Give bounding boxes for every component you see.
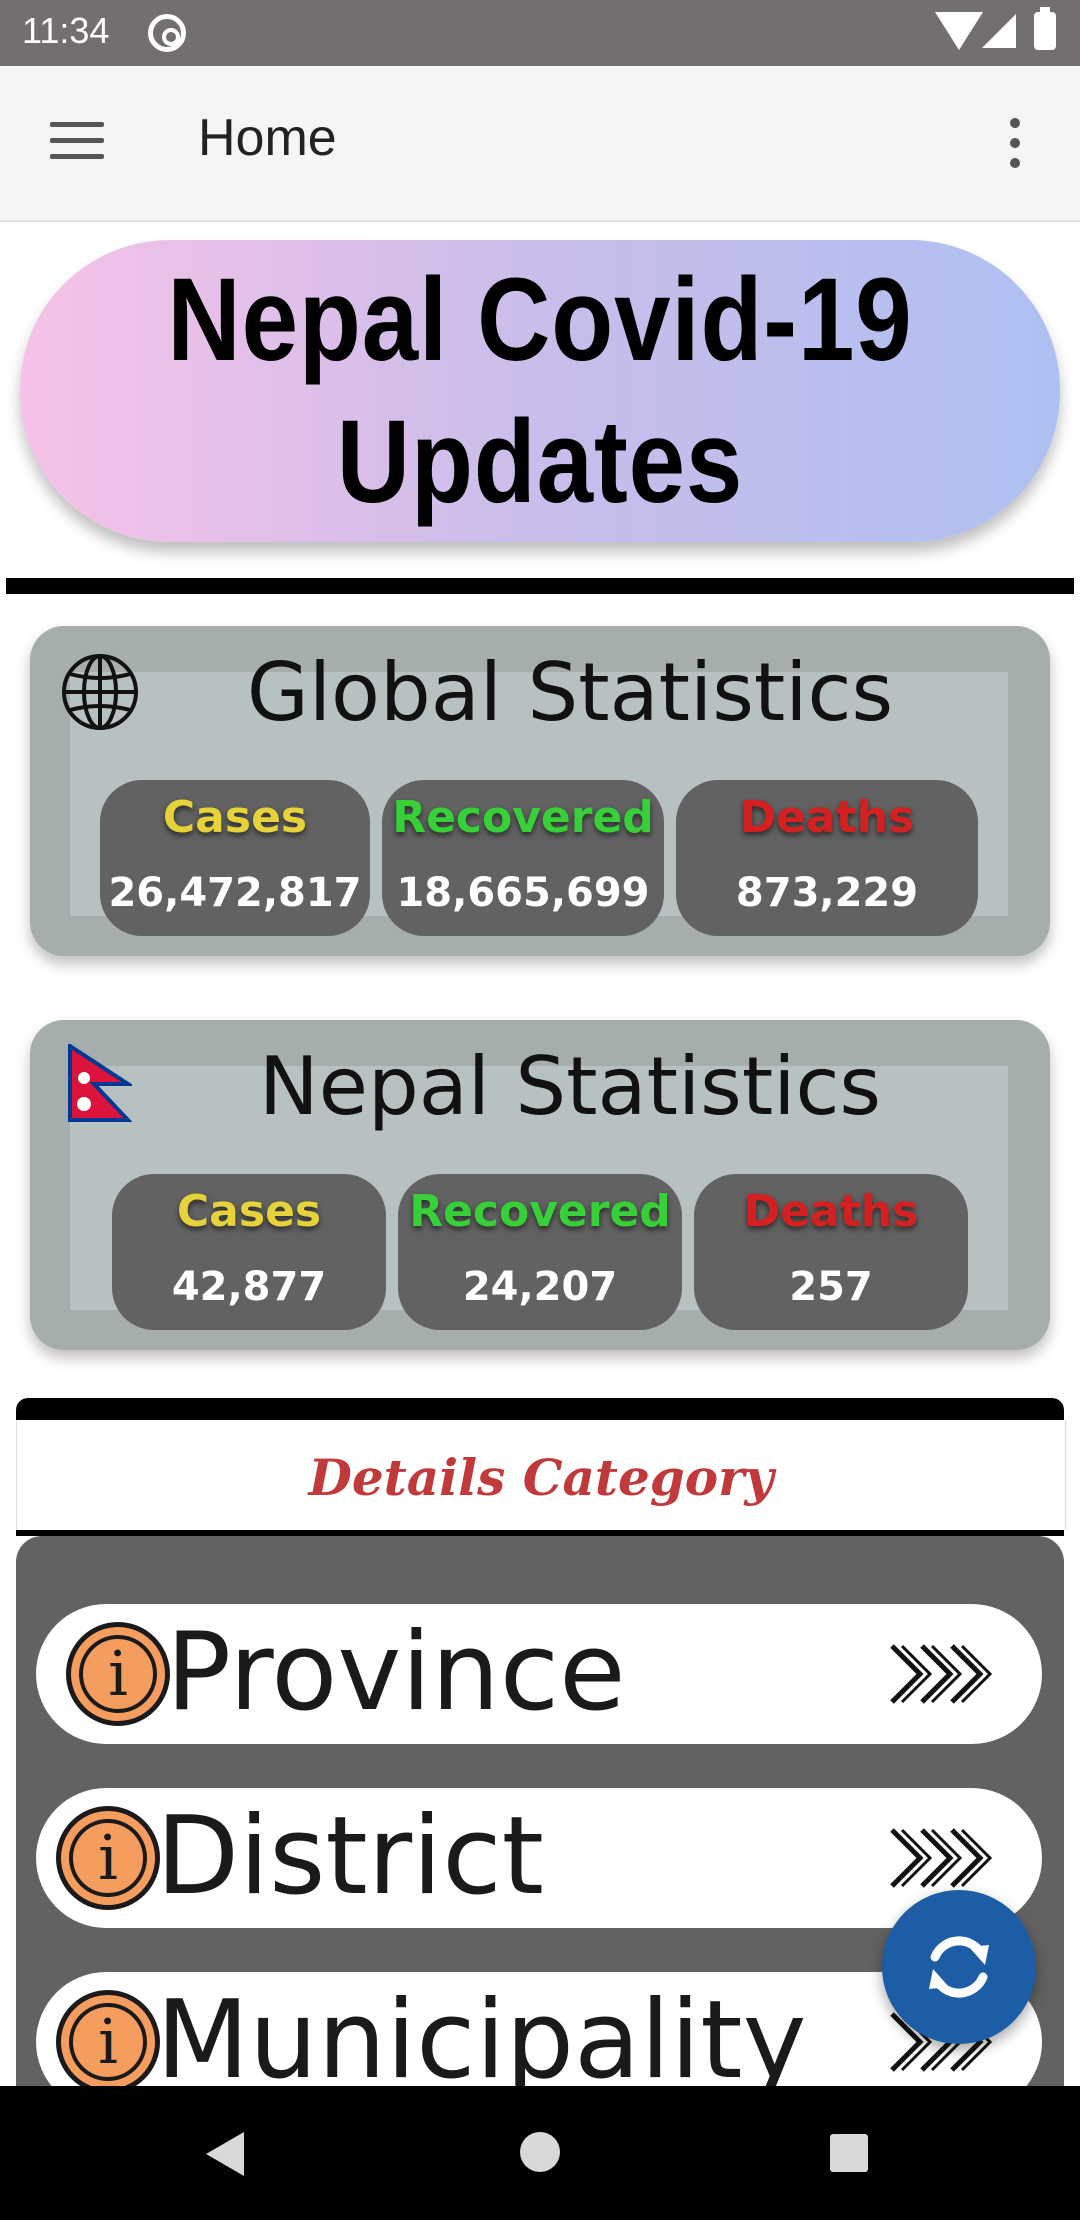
global-cases-box: Cases 26,472,817 bbox=[100, 780, 370, 936]
category-label: Municipality bbox=[156, 1978, 807, 2096]
global-stats-card: Global Statistics Cases 26,472,817 Recov… bbox=[30, 626, 1050, 956]
status-time: 11:34 bbox=[22, 10, 110, 51]
app-bar: Home bbox=[0, 66, 1080, 222]
category-label: District bbox=[156, 1794, 544, 1919]
recovered-label: Recovered bbox=[409, 1186, 671, 1237]
details-top-bar bbox=[16, 1398, 1064, 1420]
more-vert-icon[interactable] bbox=[1010, 118, 1022, 168]
triple-chevron-right-icon bbox=[890, 1644, 993, 1704]
globe-icon bbox=[62, 654, 138, 730]
category-province[interactable]: i Province bbox=[36, 1604, 1042, 1744]
nepal-cases-box: Cases 42,877 bbox=[112, 1174, 386, 1330]
battery-icon bbox=[1034, 7, 1056, 50]
wifi-icon bbox=[935, 12, 983, 50]
details-header: Details Category bbox=[16, 1420, 1066, 1530]
cases-label: Cases bbox=[176, 1186, 322, 1237]
home-icon[interactable] bbox=[520, 2132, 560, 2172]
cases-label: Cases bbox=[162, 792, 308, 843]
recovered-value: 18,665,699 bbox=[396, 870, 650, 916]
divider bbox=[16, 1530, 1064, 1536]
deaths-label: Deaths bbox=[743, 1186, 919, 1237]
deaths-value: 873,229 bbox=[735, 870, 919, 916]
category-label: Province bbox=[166, 1610, 626, 1735]
title-banner: Nepal Covid-19 Updates bbox=[20, 240, 1060, 542]
triple-chevron-right-icon bbox=[890, 1828, 993, 1888]
global-deaths-box: Deaths 873,229 bbox=[676, 780, 978, 936]
at-sign-icon bbox=[148, 14, 186, 52]
deaths-value: 257 bbox=[789, 1264, 873, 1310]
details-panel: i Province i District i Municipality bbox=[16, 1536, 1064, 2096]
recovered-label: Recovered bbox=[392, 792, 654, 843]
info-icon: i bbox=[56, 1806, 160, 1910]
global-stats-title: Global Statistics bbox=[246, 646, 894, 739]
navigation-bar bbox=[0, 2086, 1080, 2220]
nepal-deaths-box: Deaths 257 bbox=[694, 1174, 968, 1330]
back-icon[interactable] bbox=[206, 2132, 244, 2176]
recent-apps-icon[interactable] bbox=[830, 2134, 868, 2172]
status-bar: 11:34 bbox=[0, 0, 1080, 66]
category-district[interactable]: i District bbox=[36, 1788, 1042, 1928]
cases-value: 26,472,817 bbox=[108, 870, 362, 916]
global-recovered-box: Recovered 18,665,699 bbox=[382, 780, 664, 936]
refresh-icon bbox=[929, 1936, 989, 1998]
details-title: Details Category bbox=[308, 1448, 774, 1507]
nepal-stats-card: Nepal Statistics Cases 42,877 Recovered … bbox=[30, 1020, 1050, 1350]
info-icon: i bbox=[56, 1990, 160, 2094]
info-icon: i bbox=[66, 1622, 170, 1726]
deaths-label: Deaths bbox=[739, 792, 915, 843]
menu-icon[interactable] bbox=[50, 122, 104, 162]
page-title: Home bbox=[198, 109, 337, 167]
nepal-flag-icon bbox=[68, 1044, 132, 1122]
nepal-stats-title: Nepal Statistics bbox=[258, 1040, 882, 1133]
nepal-recovered-box: Recovered 24,207 bbox=[398, 1174, 682, 1330]
recovered-value: 24,207 bbox=[462, 1264, 618, 1310]
category-municipality[interactable]: i Municipality bbox=[36, 1972, 1042, 2096]
banner-title: Nepal Covid-19 Updates bbox=[167, 254, 913, 528]
signal-icon bbox=[982, 14, 1016, 48]
cases-value: 42,877 bbox=[171, 1264, 327, 1310]
refresh-button[interactable] bbox=[882, 1890, 1036, 2044]
divider bbox=[6, 578, 1074, 594]
